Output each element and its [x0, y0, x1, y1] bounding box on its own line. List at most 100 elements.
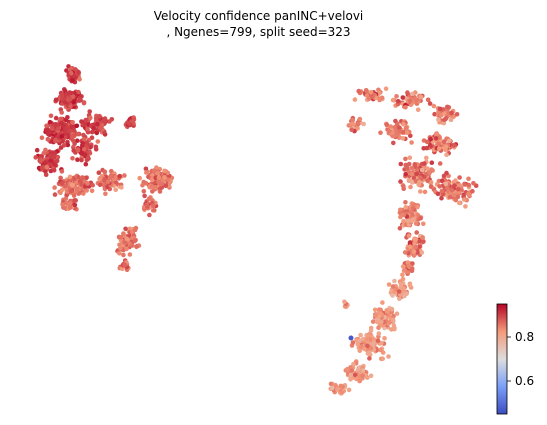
data-point	[75, 157, 80, 162]
data-point	[429, 167, 434, 172]
data-point	[150, 203, 156, 209]
data-point	[389, 327, 394, 332]
data-point	[428, 136, 433, 142]
data-point	[403, 200, 408, 205]
data-point	[54, 158, 60, 164]
data-point	[109, 168, 114, 174]
data-point	[395, 98, 401, 104]
data-point	[358, 332, 363, 338]
data-point	[400, 264, 406, 269]
data-point	[405, 270, 411, 275]
data-point	[48, 113, 54, 119]
data-point	[409, 140, 414, 145]
data-point	[118, 246, 123, 251]
data-point	[462, 182, 467, 187]
data-point	[409, 268, 415, 274]
data-point	[449, 187, 455, 193]
data-point	[471, 180, 476, 186]
data-point	[42, 160, 47, 166]
data-point	[406, 161, 412, 167]
data-point	[418, 94, 424, 100]
data-point	[349, 121, 355, 127]
data-point	[87, 149, 92, 154]
data-point	[379, 95, 385, 101]
data-point	[74, 123, 80, 129]
data-point	[466, 176, 471, 182]
data-point	[444, 152, 449, 157]
data-point	[451, 192, 457, 198]
data-point	[409, 218, 415, 224]
data-point	[113, 187, 118, 193]
data-point	[457, 183, 463, 188]
data-point	[378, 307, 384, 313]
data-point	[156, 175, 162, 180]
data-point	[79, 94, 84, 99]
data-point	[48, 153, 53, 159]
data-point	[127, 241, 132, 246]
data-point	[384, 308, 389, 313]
data-point	[349, 127, 354, 132]
data-point	[409, 180, 415, 185]
data-point	[89, 129, 95, 135]
data-point	[62, 129, 68, 135]
data-point	[452, 183, 457, 188]
data-point	[433, 136, 439, 141]
data-point	[62, 205, 67, 211]
data-point	[102, 118, 107, 123]
data-point	[140, 183, 145, 188]
data-point	[69, 188, 74, 194]
data-point	[345, 366, 350, 372]
data-point	[439, 178, 445, 184]
outlier-point	[348, 335, 354, 341]
data-point	[44, 164, 50, 170]
data-point	[152, 208, 157, 213]
data-point	[424, 155, 429, 161]
data-point	[416, 182, 422, 187]
data-point	[79, 157, 84, 163]
data-point	[53, 122, 58, 127]
data-point	[355, 122, 361, 127]
data-point	[339, 390, 345, 395]
data-point	[380, 300, 385, 305]
data-point	[81, 191, 86, 196]
data-point	[352, 372, 358, 378]
data-point	[397, 226, 403, 231]
data-point	[346, 387, 352, 393]
data-point	[389, 306, 395, 312]
data-point	[71, 74, 77, 79]
data-point	[414, 171, 420, 177]
data-point	[117, 251, 122, 256]
data-point	[417, 244, 422, 249]
data-point	[404, 291, 409, 297]
data-point	[91, 125, 96, 131]
data-point	[379, 319, 384, 325]
data-point	[445, 111, 451, 116]
data-point	[162, 175, 167, 180]
data-point	[342, 299, 347, 305]
data-point	[425, 166, 430, 171]
data-point	[52, 150, 57, 155]
data-point	[91, 122, 96, 128]
data-point	[79, 119, 84, 124]
data-point	[391, 313, 396, 319]
data-point	[144, 202, 149, 208]
data-point	[401, 212, 406, 218]
data-point	[52, 185, 57, 190]
colorbar-tick-label: 0.6	[515, 374, 534, 388]
data-point	[103, 191, 108, 197]
data-point	[408, 184, 413, 190]
data-point	[120, 266, 125, 272]
data-point	[33, 155, 38, 160]
data-point	[394, 94, 399, 99]
data-point	[448, 117, 454, 123]
data-point	[76, 70, 81, 75]
data-point	[49, 126, 55, 132]
data-point	[87, 109, 92, 114]
data-point	[379, 340, 384, 346]
data-point	[338, 383, 344, 389]
data-point	[166, 183, 172, 189]
data-point	[131, 117, 137, 122]
data-point	[69, 124, 74, 130]
colorbar-gradient	[496, 303, 508, 415]
data-point	[150, 177, 155, 183]
